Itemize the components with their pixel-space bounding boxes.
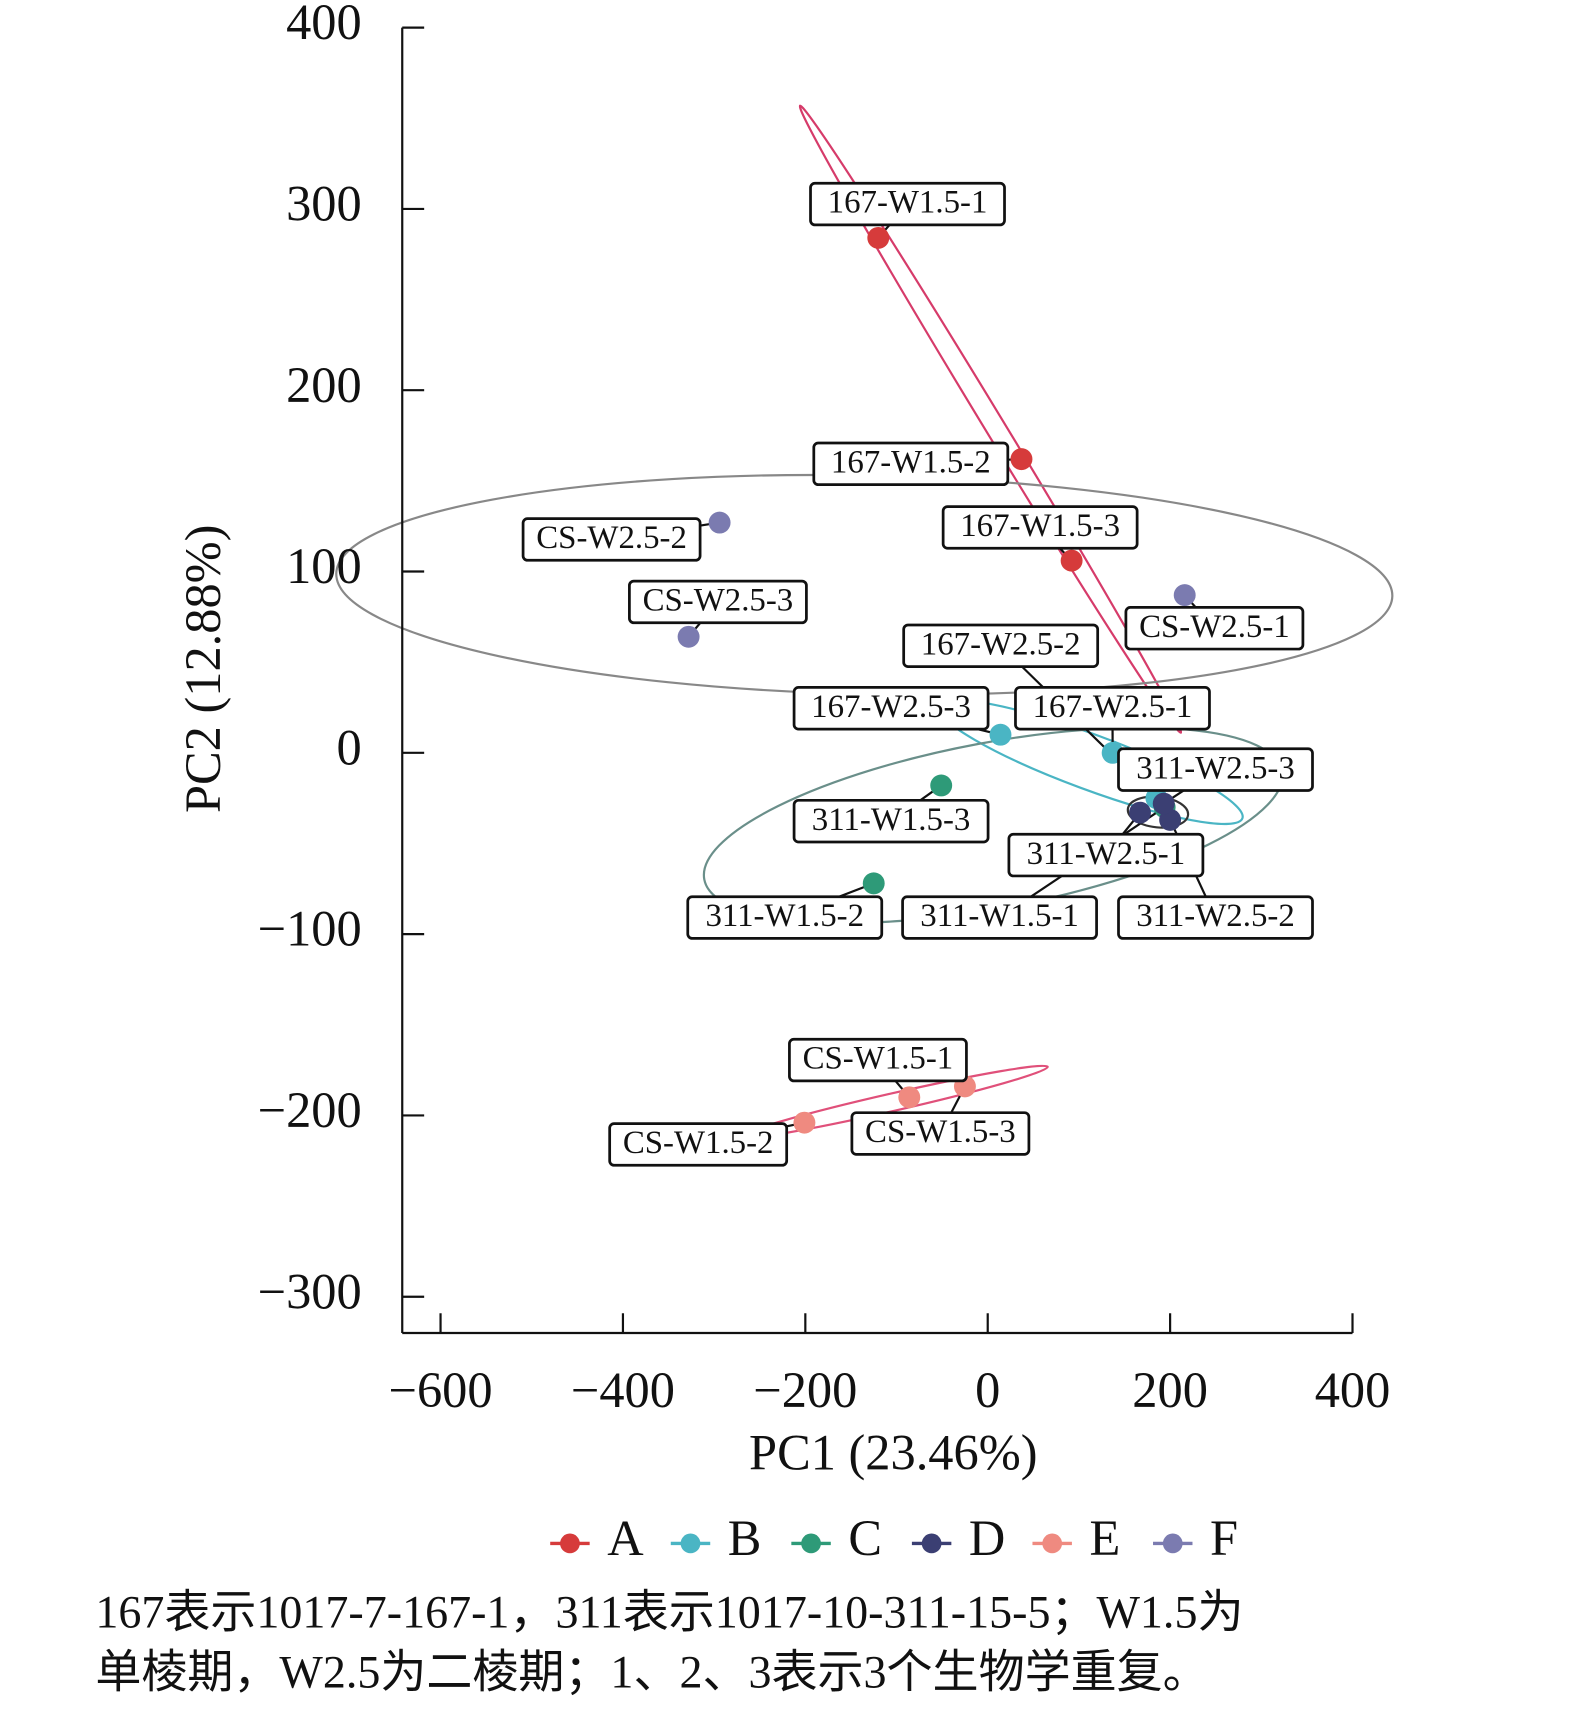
point [793,1111,816,1134]
point-label: 311-W2.5-3 [1136,750,1295,786]
point-label: CS-W1.5-1 [803,1041,954,1077]
x-tick-label: −600 [389,1362,493,1418]
point [1173,584,1196,607]
point [1010,448,1033,471]
legend-label: C [848,1510,882,1566]
x-axis-label: PC1 (23.46%) [749,1424,1037,1480]
point [677,625,700,648]
confidence-ellipse [798,104,1183,734]
label-box [809,181,1006,227]
label-box [1117,895,1314,940]
point-label: 311-W2.5-1 [1027,836,1186,872]
legend-label: D [969,1510,1005,1566]
point [989,723,1012,746]
point-label: CS-W1.5-2 [623,1125,774,1161]
x-tick-label: 0 [975,1362,1000,1418]
label-box [628,579,808,625]
label-box [521,517,702,562]
legend-label: F [1210,1510,1238,1566]
label-box [850,1111,1031,1156]
point-label: 311-W1.5-3 [812,802,971,838]
point-label: CS-W2.5-1 [1139,609,1290,645]
y-axis-label: PC2 (12.88%) [175,525,231,813]
point-label: 311-W1.5-2 [705,898,864,934]
point-label: 167-W2.5-1 [1033,689,1193,725]
legend-label: E [1089,1510,1120,1566]
point-label: 167-W2.5-2 [921,626,1081,662]
label-box [1007,832,1205,878]
y-tick-label: 0 [336,719,361,775]
label-box [941,505,1139,550]
legend-marker [921,1533,942,1554]
legend-marker [801,1533,821,1554]
y-tick-label: 300 [286,175,362,231]
point-label: CS-W1.5-3 [865,1114,1016,1150]
point [930,774,953,797]
y-tick-label: −300 [258,1263,362,1319]
legend-marker [1162,1533,1183,1554]
x-tick-label: −400 [571,1362,675,1418]
y-tick-label: −200 [258,1082,362,1138]
y-tick-label: 400 [286,0,362,50]
label-box [901,895,1098,940]
point-label: 167-W1.5-1 [828,185,988,221]
x-tick-label: 400 [1315,1362,1391,1418]
point [898,1086,921,1109]
point-label: 167-W2.5-3 [811,689,971,725]
point-label: 311-W2.5-2 [1136,898,1295,934]
point [1129,801,1151,824]
label-box [902,623,1100,668]
point-label: 167-W1.5-3 [960,508,1120,544]
note-line: 单棱期，W2.5为二棱期；1、2、3表示3个生物学重复。 [95,1647,1208,1698]
legend-label: A [607,1510,644,1566]
x-tick-label: −200 [753,1362,857,1418]
label-box [812,441,1010,487]
y-tick-label: 100 [286,538,362,594]
point-label: 311-W1.5-1 [920,898,1079,934]
label-box [788,1037,968,1083]
note-line: 167表示1017-7-167-1，311表示1017-10-311-15-5；… [95,1586,1243,1637]
legend-marker [560,1533,580,1554]
point-label: 167-W1.5-2 [831,444,991,480]
label-box [608,1122,789,1167]
label-box [1014,686,1211,731]
point [1152,792,1175,815]
point [862,872,885,895]
x-tick-label: 200 [1132,1362,1208,1418]
label-box [1124,606,1305,651]
label-box [686,895,884,940]
y-tick-label: −100 [258,901,362,957]
label-box [792,798,990,844]
point [867,226,890,249]
point [1060,549,1083,572]
point [708,511,731,534]
confidence-ellipse [335,473,1394,696]
legend-marker [1042,1533,1063,1554]
legend-marker [680,1533,701,1554]
label-box [1117,747,1314,792]
point-label: CS-W2.5-3 [643,583,794,619]
point-label: CS-W2.5-2 [536,520,687,556]
label-box [792,686,990,731]
y-tick-label: 200 [286,357,362,413]
legend-label: B [728,1510,762,1566]
